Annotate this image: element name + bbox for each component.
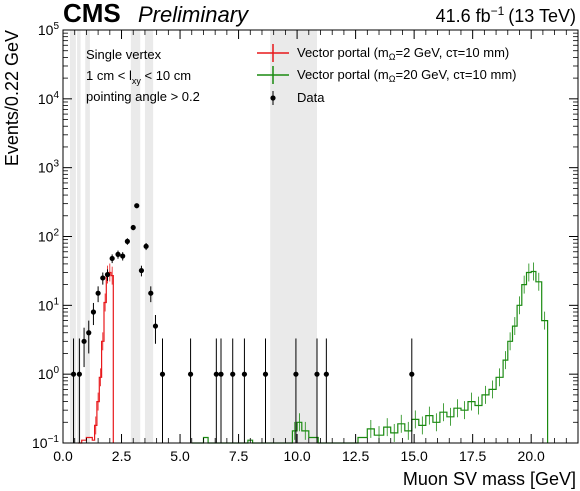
experiment-label: CMS	[63, 0, 121, 28]
data-point-2	[81, 338, 87, 344]
y-tick-label: 100	[38, 365, 60, 382]
y-tick-label: 101	[38, 296, 60, 313]
data-point-7	[104, 271, 111, 278]
vetoed-region-1	[77, 30, 81, 443]
legend-20gev-sub: Ω	[389, 74, 396, 84]
data-point-26	[314, 371, 320, 377]
legend-label-signal-20gev: Vector portal (mΩ=20 GeV, cτ=10 mm)	[297, 67, 517, 84]
y-axis-title: Events/0.22 GeV	[2, 30, 22, 166]
x-tick-label: 15.0	[401, 448, 428, 464]
data-points	[70, 203, 415, 443]
legend-2gev-pre: Vector portal (m	[297, 45, 389, 60]
x-tick-label: 17.5	[459, 448, 486, 464]
annotation-line-2-a: 1 cm < l	[86, 68, 132, 83]
y-tick-label: 103	[38, 159, 60, 176]
data-point-23	[241, 371, 248, 377]
data-point-17	[152, 323, 159, 329]
y-tick-label: 104	[38, 90, 60, 107]
vetoed-regions	[70, 30, 317, 443]
luminosity-exponent: −1	[491, 4, 505, 18]
data-point-12	[130, 224, 136, 231]
legend-label-data: Data	[297, 90, 325, 105]
data-point-16	[148, 290, 154, 296]
data-point-1	[76, 371, 82, 377]
status-label: Preliminary	[138, 2, 250, 27]
data-point-25	[293, 371, 299, 377]
vetoed-region-2	[85, 30, 90, 443]
data-point-15	[143, 243, 149, 249]
x-tick-label: 7.5	[229, 448, 249, 464]
x-axis: 0.0 2.5 5.0 7.5 10.0 12.5 15.0 17.5 20.0	[53, 30, 567, 464]
legend: Vector portal (mΩ=2 GeV, cτ=10 mm) Vecto…	[257, 44, 517, 105]
data-point-0	[70, 371, 77, 377]
legend-2gev-post: =2 GeV, cτ=10 mm)	[396, 45, 510, 60]
data-point-28	[409, 371, 415, 377]
legend-marker-data	[270, 95, 276, 101]
x-tick-label: 10.0	[283, 448, 310, 464]
legend-entry-data: Data	[270, 90, 325, 105]
data-point-10	[120, 253, 126, 259]
data-point-4	[90, 309, 97, 315]
x-tick-label: 20.0	[518, 448, 545, 464]
selection-annotation: Single vertex 1 cm < lxy < 10 cm pointin…	[86, 47, 200, 104]
x-tick-label: 5.0	[170, 448, 190, 464]
legend-entry-signal-20gev: Vector portal (mΩ=20 GeV, cτ=10 mm)	[257, 66, 517, 84]
data-point-9	[115, 251, 121, 257]
data-point-14	[138, 267, 145, 274]
data-point-3	[86, 330, 92, 336]
data-point-24	[262, 371, 269, 377]
annotation-line-3: pointing angle > 0.2	[86, 89, 200, 104]
legend-label-signal-2gev: Vector portal (mΩ=2 GeV, cτ=10 mm)	[297, 45, 509, 62]
y-tick-label: 102	[38, 228, 60, 245]
data-point-8	[109, 255, 115, 262]
data-point-21	[218, 371, 224, 377]
data-point-13	[134, 203, 140, 209]
signal-curve-1	[191, 270, 549, 444]
annotation-line-2: 1 cm < lxy < 10 cm	[86, 68, 191, 86]
data-point-19	[187, 371, 194, 377]
x-tick-label: 0.0	[53, 448, 73, 464]
annotation-line-2-sub: xy	[132, 76, 142, 86]
data-point-22	[230, 371, 236, 377]
y-axis: 10−1 100 101 102 103 104 105	[32, 21, 578, 451]
legend-entry-signal-2gev: Vector portal (mΩ=2 GeV, cτ=10 mm)	[257, 44, 509, 62]
vetoed-region-3	[130, 30, 141, 443]
data-point-27	[323, 371, 329, 377]
annotation-line-1: Single vertex	[86, 47, 162, 62]
legend-2gev-sub: Ω	[389, 52, 396, 62]
data-point-20	[213, 371, 219, 377]
data-point-18	[159, 371, 166, 377]
luminosity-label: 41.6 fb−1 (13 TeV)	[436, 4, 576, 26]
vetoed-region-0	[70, 30, 76, 443]
energy-value: (13 TeV)	[508, 6, 576, 26]
data-point-5	[95, 290, 101, 296]
data-point-6	[100, 275, 106, 281]
legend-20gev-pre: Vector portal (m	[297, 67, 389, 82]
x-tick-label: 12.5	[342, 448, 369, 464]
x-tick-label: 2.5	[112, 448, 132, 464]
data-point-11	[124, 238, 130, 244]
luminosity-value: 41.6 fb	[436, 6, 491, 26]
y-tick-label: 105	[38, 21, 60, 38]
legend-20gev-post: =20 GeV, cτ=10 mm)	[396, 67, 517, 82]
annotation-line-2-b: < 10 cm	[141, 68, 191, 83]
y-tick-label: 10−1	[32, 434, 59, 451]
vetoed-region-4	[144, 30, 154, 443]
x-axis-title: Muon SV mass [GeV]	[403, 469, 576, 489]
